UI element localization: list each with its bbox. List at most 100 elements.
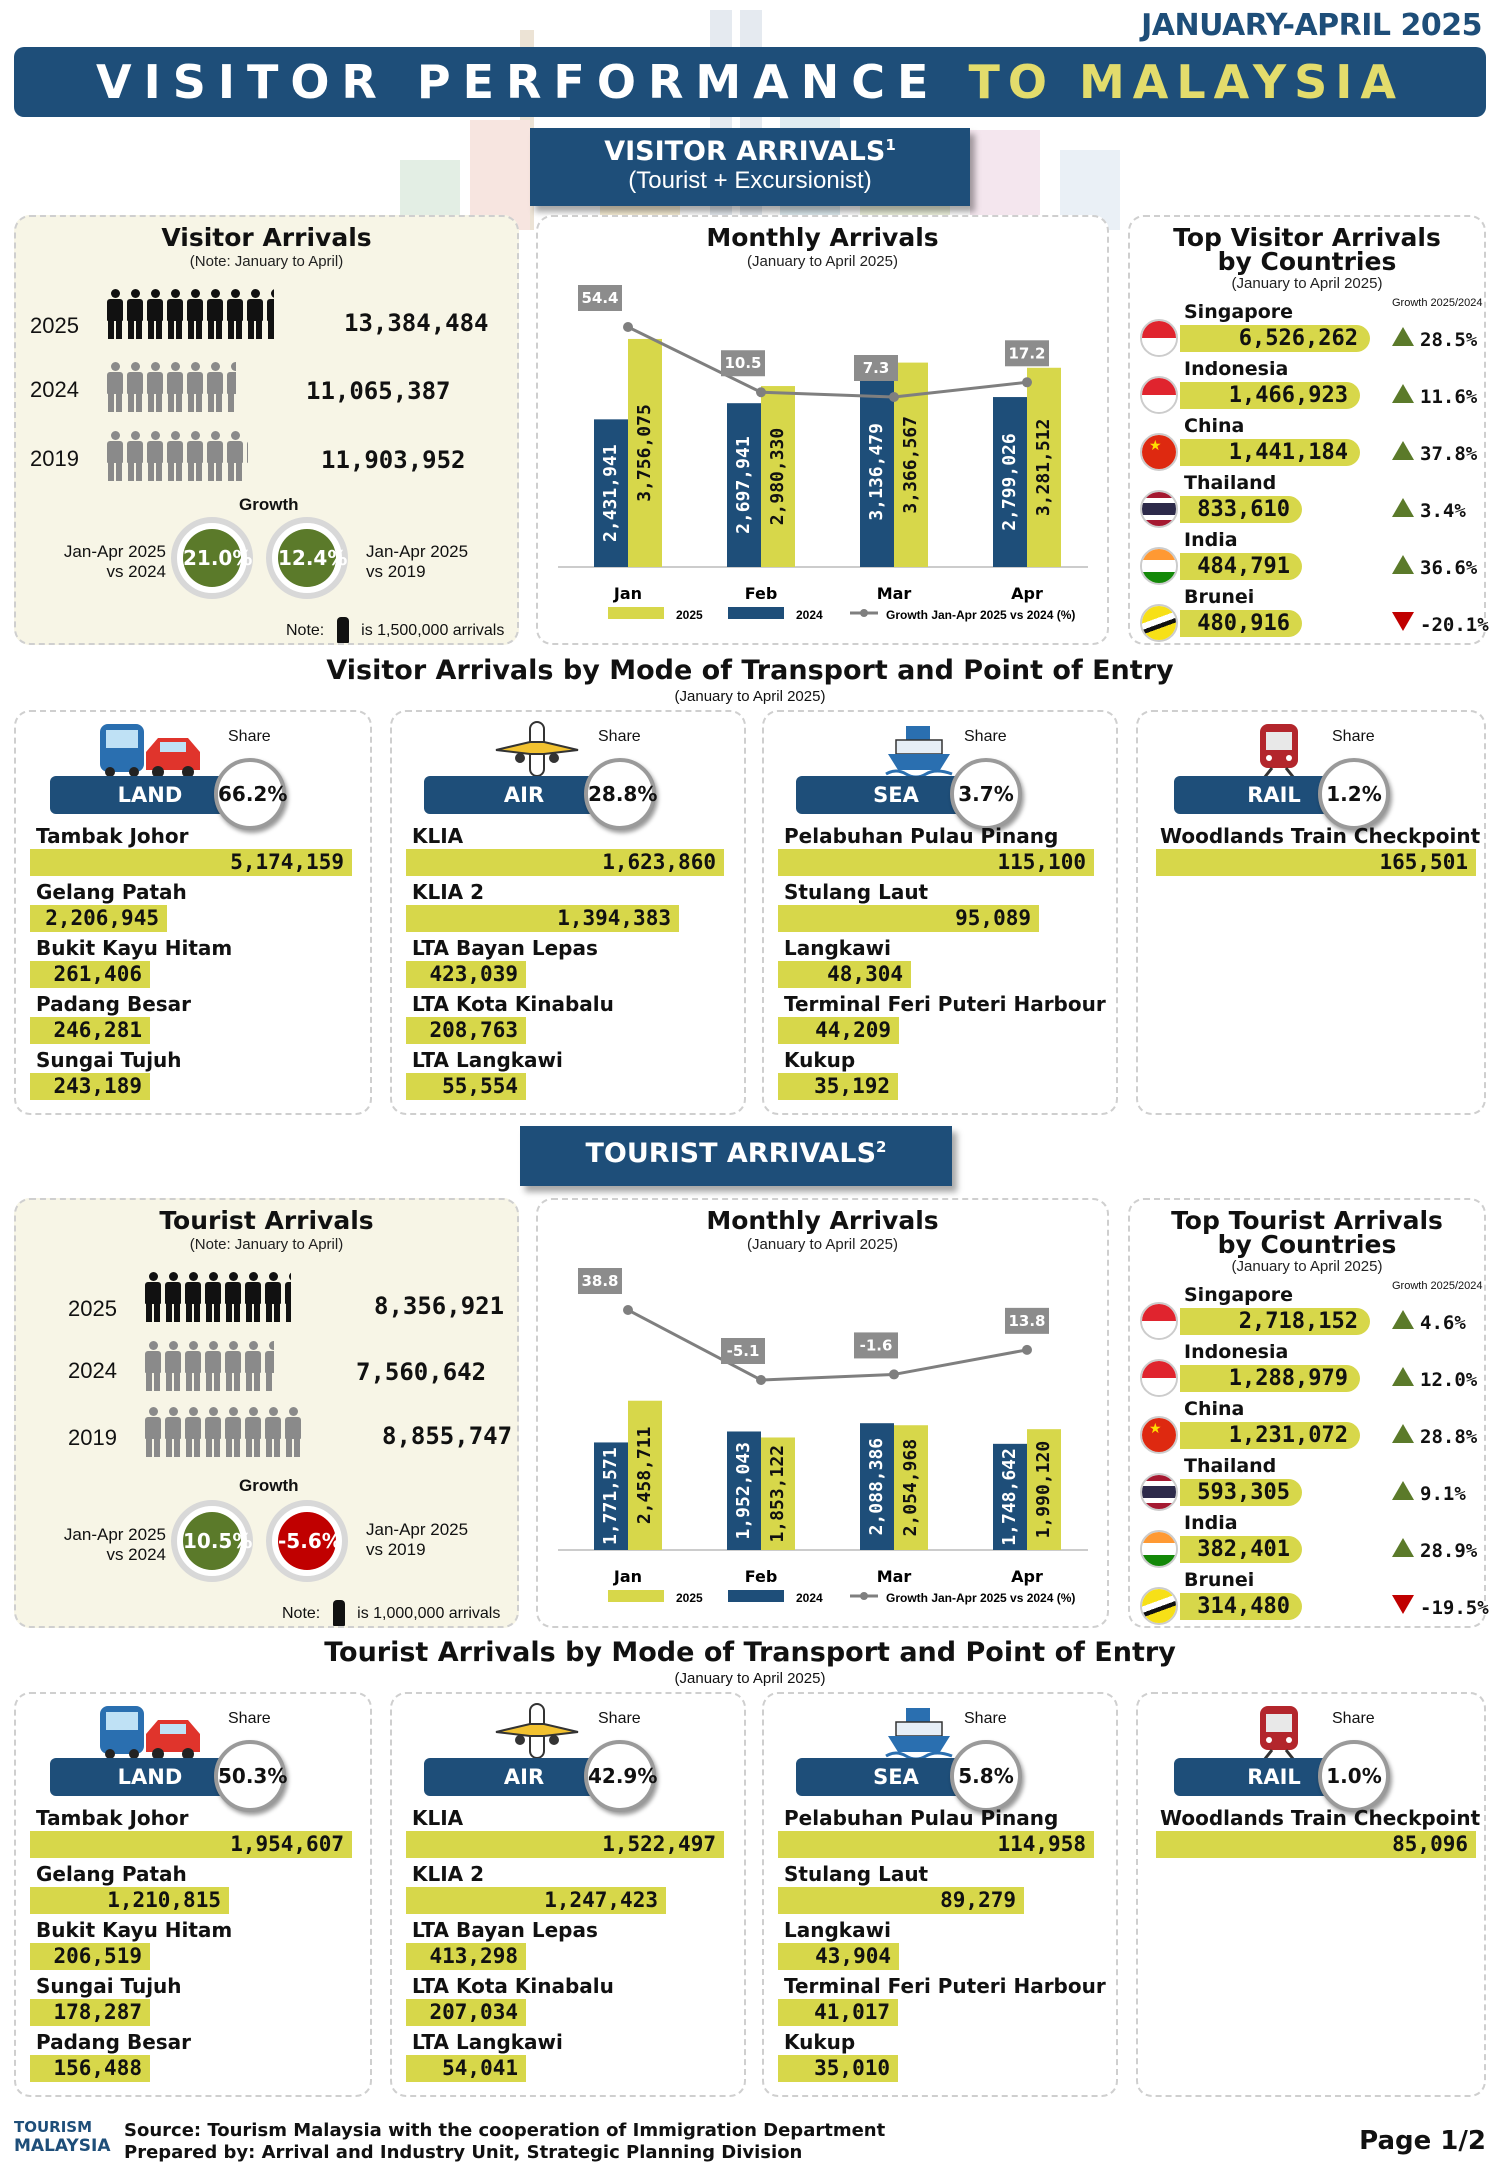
heading-text: TOURIST ARRIVALS	[585, 1138, 877, 1169]
legend-swatch-2025	[608, 607, 664, 619]
comparison-right: Jan-Apr 2025 vs 2019	[366, 542, 469, 581]
brunei-flag-icon	[1140, 604, 1178, 642]
entry-point-value-bar: 165,501	[1156, 849, 1476, 876]
category-label: Apr	[1011, 1567, 1043, 1586]
entry-point-name: Gelang Patah	[36, 880, 187, 904]
share-label: Share	[228, 1710, 271, 1727]
footnote: Note: is 1,000,000 arrivals	[282, 1600, 522, 1626]
person-icon	[146, 362, 164, 412]
growth-circle-vs-2019: -5.6%	[266, 1500, 348, 1582]
bar-2025	[1027, 1429, 1061, 1550]
entry-point-value-bar: 156,488	[30, 2055, 150, 2082]
entry-point-value-bar: 41,017	[778, 1999, 898, 2026]
growth-value: -5.6%	[278, 1512, 342, 1570]
person-icon	[126, 431, 144, 481]
share-circle: 1.0%	[1318, 1740, 1390, 1812]
transport-panel-rail: Share RAIL 1.2% Woodlands Train Checkpoint 1…	[1136, 710, 1486, 1115]
country-name: Brunei	[1184, 586, 1255, 608]
entry-point-name: Pelabuhan Pulau Pinang	[784, 1806, 1059, 1830]
entry-point-value-bar: 1,210,815	[30, 1887, 229, 1914]
growth-up-icon	[1392, 1367, 1414, 1386]
legend-swatch-growth-point	[860, 609, 868, 617]
year-label: 2025	[68, 1296, 117, 1321]
share-label: Share	[228, 728, 271, 745]
india-flag-icon	[1140, 547, 1178, 585]
panel-title-line1: Top Tourist Arrivals	[1171, 1206, 1443, 1235]
bar-2025	[894, 1425, 928, 1550]
person-icon	[264, 1341, 274, 1391]
monthly-arrivals-chart: 1,771,571 2,458,711 Jan 1,952,043 1,853,122 F…	[558, 1268, 1088, 1605]
category-label: Mar	[877, 584, 912, 603]
entry-point-name: Padang Besar	[36, 2030, 192, 2054]
bar-label-2024: 2,697,941	[733, 436, 754, 534]
transport-panel-air: Share AIR 28.8% KLIA 1,623,860 KLIA 2 1,394,38…	[390, 710, 746, 1115]
growth-up-icon	[1392, 498, 1414, 517]
panel-subtitle: (January to April 2025)	[1231, 275, 1383, 292]
growth-header: Growth 2025/2024	[1392, 297, 1483, 309]
growth-percent: 36.6%	[1420, 557, 1478, 579]
entry-point-name: LTA Bayan Lepas	[412, 936, 598, 960]
tourist-transport-subtitle: (January to April 2025)	[674, 1670, 826, 1687]
growth-percent: 28.5%	[1420, 329, 1478, 351]
logo-line2: MALAYSIA	[14, 2136, 111, 2156]
share-circle: 42.9%	[584, 1740, 657, 1812]
person-icon	[164, 1407, 182, 1457]
person-icon	[184, 1407, 202, 1457]
growth-percent: 28.8%	[1420, 1426, 1478, 1448]
growth-label: 38.8	[581, 1272, 618, 1290]
entry-point-value-bar: 1,394,383	[406, 905, 679, 932]
person-icon	[336, 617, 349, 643]
entry-point-value-bar: 35,010	[778, 2055, 898, 2082]
growth-up-icon	[1392, 555, 1414, 574]
entry-point-name: KLIA 2	[412, 1862, 485, 1886]
thailand-flag-icon	[1140, 1473, 1178, 1511]
person-icon	[186, 431, 204, 481]
people-pictogram-2024	[106, 362, 236, 412]
category-label: Feb	[745, 584, 778, 603]
train-icon	[1254, 1702, 1304, 1766]
country-value-bar: 382,401	[1180, 1536, 1302, 1563]
growth-label: -1.6	[860, 1336, 893, 1354]
person-icon	[206, 362, 224, 412]
entry-point-name: Pelabuhan Pulau Pinang	[784, 824, 1059, 848]
share-circle: 66.2%	[214, 758, 287, 830]
panel-title-line2: by Countries	[1217, 1230, 1397, 1259]
person-icon	[226, 362, 236, 412]
entry-point-name: LTA Kota Kinabalu	[412, 992, 614, 1016]
thailand-flag-icon	[1140, 490, 1178, 528]
person-icon	[186, 289, 204, 339]
entry-point-value-bar: 206,519	[30, 1943, 150, 1970]
chart-title: Monthly Arrivals	[706, 223, 939, 252]
bar-label-2024: 2,799,026	[999, 433, 1020, 531]
growth-percent: 3.4%	[1420, 500, 1466, 522]
person-icon	[244, 1407, 262, 1457]
person-icon	[284, 1272, 291, 1322]
growth-percent: 28.9%	[1420, 1540, 1478, 1562]
entry-point-name: Terminal Feri Puteri Harbour	[784, 992, 1106, 1016]
entry-point-name: Bukit Kayu Hitam	[36, 1918, 233, 1942]
people-pictogram-2024	[144, 1341, 274, 1391]
entry-point-value-bar: 95,089	[778, 905, 1039, 932]
person-icon	[166, 289, 184, 339]
entry-point-name: Kukup	[784, 1048, 856, 1072]
growth-point	[1022, 1344, 1032, 1355]
growth-label: 7.3	[863, 359, 890, 377]
category-label: Apr	[1011, 584, 1043, 603]
person-icon	[126, 362, 144, 412]
bar-2024	[727, 403, 761, 567]
person-icon	[144, 1341, 162, 1391]
entry-point-value-bar: 89,279	[778, 1887, 1024, 1914]
people-pictogram-2025	[106, 289, 274, 339]
monthly-arrivals-chart: 2,431,941 3,756,075 Jan 2,697,941 2,980,330 F…	[558, 285, 1088, 622]
person-icon	[184, 1272, 202, 1322]
growth-up-icon	[1392, 327, 1414, 346]
growth-circle-vs-2024: 10.5%	[171, 1500, 253, 1582]
growth-label: 10.5	[724, 354, 761, 372]
tourist-transport-title: Tourist Arrivals by Mode of Transport an…	[324, 1637, 1176, 1668]
bar-2024	[594, 419, 628, 567]
country-name: Indonesia	[1184, 1341, 1289, 1363]
country-value-bar: 833,610	[1180, 496, 1302, 523]
growth-percent: 11.6%	[1420, 386, 1478, 408]
person-icon	[226, 431, 244, 481]
country-value-bar: 1,288,979	[1180, 1365, 1360, 1392]
